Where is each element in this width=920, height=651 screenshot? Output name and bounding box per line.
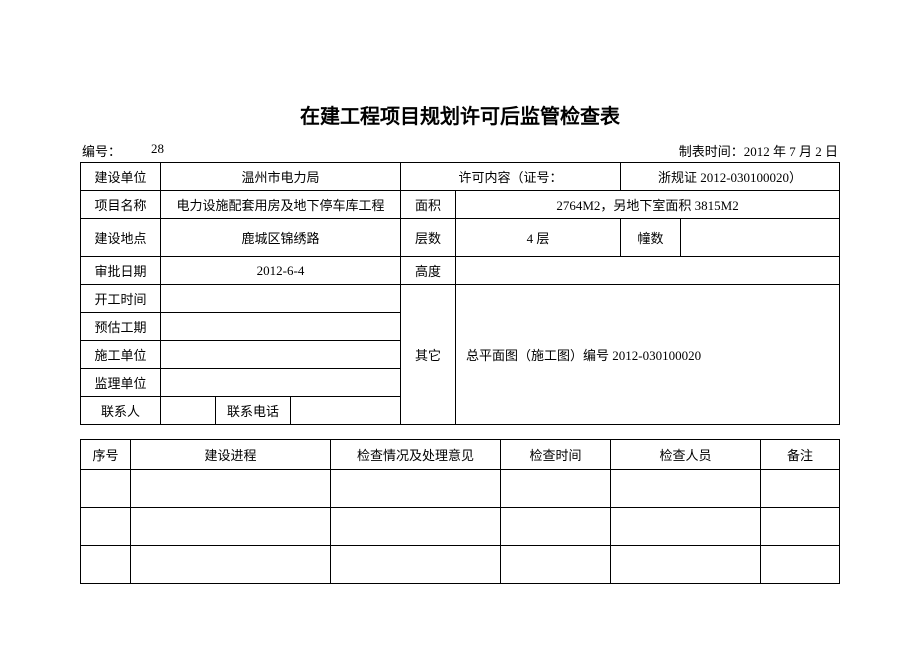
label-floors: 层数 — [401, 219, 456, 257]
inspection-table: 序号 建设进程 检查情况及处理意见 检查时间 检查人员 备注 — [80, 439, 840, 584]
value-area: 2764M2，另地下室面积 3815M2 — [456, 191, 840, 219]
value-contact-phone — [291, 397, 401, 425]
value-height — [456, 257, 840, 285]
serial-no: 28 — [151, 141, 164, 160]
cell — [761, 470, 840, 508]
header-inspector: 检查人员 — [611, 440, 761, 470]
cell — [331, 546, 501, 584]
header-inspection: 检查情况及处理意见 — [331, 440, 501, 470]
label-contact: 联系人 — [81, 397, 161, 425]
value-project-name: 电力设施配套用房及地下停车库工程 — [161, 191, 401, 219]
value-permit-no: 浙规证 2012-030100020） — [621, 163, 840, 191]
label-height: 高度 — [401, 257, 456, 285]
cell — [81, 546, 131, 584]
value-contact — [161, 397, 216, 425]
value-approval-date: 2012-6-4 — [161, 257, 401, 285]
table-header-row: 序号 建设进程 检查情况及处理意见 检查时间 检查人员 备注 — [81, 440, 840, 470]
serial-label: 编号： — [82, 141, 121, 160]
label-start-date: 开工时间 — [81, 285, 161, 313]
cell — [501, 508, 611, 546]
date-label: 制表时间： — [679, 144, 744, 159]
cell — [131, 470, 331, 508]
table-row: 建设单位 温州市电力局 许可内容（证号： 浙规证 2012-030100020） — [81, 163, 840, 191]
header-remark: 备注 — [761, 440, 840, 470]
header-time: 检查时间 — [501, 440, 611, 470]
cell — [81, 508, 131, 546]
label-location: 建设地点 — [81, 219, 161, 257]
label-buildings: 幢数 — [621, 219, 681, 257]
table-row — [81, 546, 840, 584]
info-table: 建设单位 温州市电力局 许可内容（证号： 浙规证 2012-030100020）… — [80, 162, 840, 425]
header-no: 序号 — [81, 440, 131, 470]
cell — [131, 508, 331, 546]
cell — [81, 470, 131, 508]
table-row: 审批日期 2012-6-4 高度 — [81, 257, 840, 285]
value-start-date — [161, 285, 401, 313]
label-supervisor: 监理单位 — [81, 369, 161, 397]
header-progress: 建设进程 — [131, 440, 331, 470]
cell — [501, 546, 611, 584]
label-project-name: 项目名称 — [81, 191, 161, 219]
cell — [501, 470, 611, 508]
value-construction-unit: 温州市电力局 — [161, 163, 401, 191]
value-other: 总平面图（施工图）编号 2012-030100020 — [456, 285, 840, 425]
table-row — [81, 508, 840, 546]
label-other: 其它 — [401, 285, 456, 425]
label-contractor: 施工单位 — [81, 341, 161, 369]
value-supervisor — [161, 369, 401, 397]
value-contractor — [161, 341, 401, 369]
value-location: 鹿城区锦绣路 — [161, 219, 401, 257]
cell — [611, 546, 761, 584]
label-est-duration: 预估工期 — [81, 313, 161, 341]
meta-row: 编号： 28 制表时间：2012 年 7 月 2 日 — [80, 141, 840, 160]
cell — [761, 546, 840, 584]
cell — [331, 508, 501, 546]
cell — [611, 470, 761, 508]
value-buildings — [681, 219, 840, 257]
date-value: 2012 年 7 月 2 日 — [744, 144, 838, 159]
label-approval-date: 审批日期 — [81, 257, 161, 285]
table-row — [81, 470, 840, 508]
label-construction-unit: 建设单位 — [81, 163, 161, 191]
table-row: 项目名称 电力设施配套用房及地下停车库工程 面积 2764M2，另地下室面积 3… — [81, 191, 840, 219]
table-row: 开工时间 其它 总平面图（施工图）编号 2012-030100020 — [81, 285, 840, 313]
page-title: 在建工程项目规划许可后监管检查表 — [80, 100, 840, 129]
value-floors: 4 层 — [456, 219, 621, 257]
cell — [761, 508, 840, 546]
label-permit-content: 许可内容（证号： — [401, 163, 621, 191]
cell — [611, 508, 761, 546]
cell — [331, 470, 501, 508]
label-area: 面积 — [401, 191, 456, 219]
value-est-duration — [161, 313, 401, 341]
table-row: 建设地点 鹿城区锦绣路 层数 4 层 幢数 — [81, 219, 840, 257]
label-contact-phone: 联系电话 — [216, 397, 291, 425]
cell — [131, 546, 331, 584]
